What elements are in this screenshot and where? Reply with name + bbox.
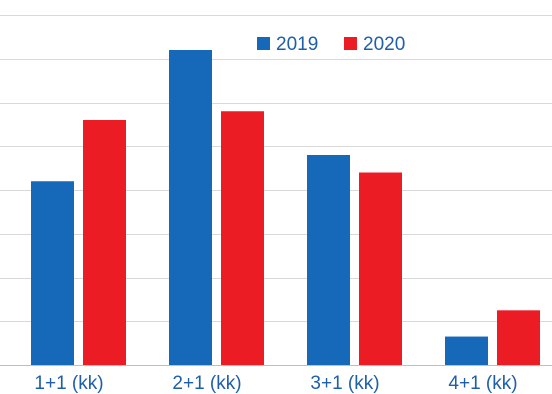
bar-2019-3-1-kk bbox=[307, 155, 350, 365]
x-tick-label: 1+1 (kk) bbox=[34, 373, 103, 394]
bar-2019-4-1-kk bbox=[445, 336, 488, 365]
legend-label-2020: 2020 bbox=[363, 34, 405, 55]
bar-2020-1-1-kk bbox=[83, 120, 126, 365]
bar-2019-2-1-kk bbox=[169, 50, 212, 365]
x-axis: 1+1 (kk) 2+1 (kk) 3+1 (kk) 4+1 (kk) bbox=[34, 373, 517, 394]
x-tick-label: 3+1 (kk) bbox=[310, 373, 379, 394]
legend-label-2019: 2019 bbox=[276, 34, 318, 55]
x-tick-label: 4+1 (kk) bbox=[448, 373, 517, 394]
legend-swatch-2020 bbox=[344, 37, 357, 50]
bar-2020-2-1-kk bbox=[221, 111, 264, 365]
x-tick-label: 2+1 (kk) bbox=[172, 373, 241, 394]
bar-2020-4-1-kk bbox=[497, 310, 540, 365]
bar-2020-3-1-kk bbox=[359, 172, 402, 365]
bars bbox=[31, 50, 540, 365]
gridlines bbox=[0, 15, 552, 366]
legend-swatch-2019 bbox=[257, 37, 270, 50]
legend: 2019 2020 bbox=[257, 34, 405, 55]
bar-2019-1-1-kk bbox=[31, 181, 74, 365]
